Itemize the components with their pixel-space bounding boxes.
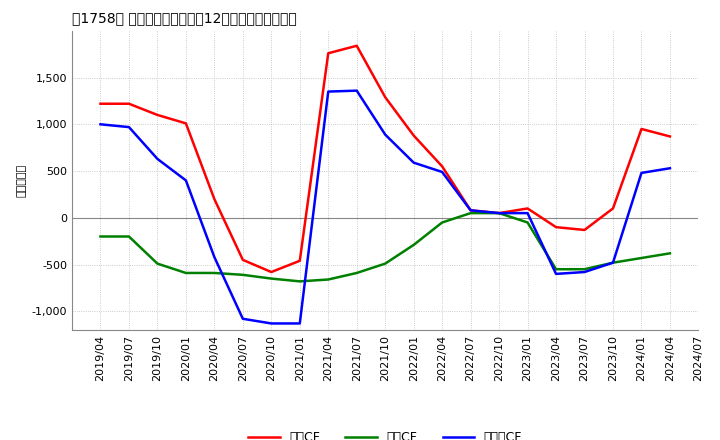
営業CF bbox=[665, 134, 674, 139]
Legend: 営業CF, 投資CF, フリーCF: 営業CF, 投資CF, フリーCF bbox=[243, 426, 527, 440]
フリーCF bbox=[410, 160, 418, 165]
営業CF bbox=[267, 269, 276, 275]
営業CF bbox=[352, 43, 361, 48]
フリーCF bbox=[181, 178, 190, 183]
営業CF bbox=[467, 208, 475, 213]
Y-axis label: （百万円）: （百万円） bbox=[16, 164, 26, 197]
投資CF bbox=[495, 210, 503, 216]
フリーCF bbox=[324, 89, 333, 94]
投資CF bbox=[153, 261, 162, 266]
フリーCF bbox=[552, 271, 560, 276]
投資CF bbox=[295, 279, 304, 284]
フリーCF bbox=[125, 125, 133, 130]
フリーCF bbox=[665, 165, 674, 171]
Line: 投資CF: 投資CF bbox=[101, 213, 670, 282]
フリーCF bbox=[637, 170, 646, 176]
投資CF bbox=[267, 276, 276, 281]
Text: ［1758］ キャッシュフローの12か月移動合計の推移: ［1758］ キャッシュフローの12か月移動合計の推移 bbox=[72, 11, 297, 26]
フリーCF bbox=[438, 169, 446, 175]
営業CF bbox=[523, 206, 532, 211]
営業CF bbox=[153, 112, 162, 117]
投資CF bbox=[96, 234, 105, 239]
投資CF bbox=[324, 277, 333, 282]
フリーCF bbox=[238, 316, 247, 321]
フリーCF bbox=[210, 254, 219, 260]
フリーCF bbox=[352, 88, 361, 93]
営業CF bbox=[381, 95, 390, 100]
フリーCF bbox=[295, 321, 304, 326]
投資CF bbox=[665, 251, 674, 256]
投資CF bbox=[608, 260, 617, 265]
投資CF bbox=[125, 234, 133, 239]
フリーCF bbox=[267, 321, 276, 326]
投資CF bbox=[352, 270, 361, 275]
営業CF bbox=[580, 227, 589, 233]
営業CF bbox=[410, 133, 418, 138]
営業CF bbox=[181, 121, 190, 126]
営業CF bbox=[125, 101, 133, 106]
フリーCF bbox=[381, 132, 390, 137]
投資CF bbox=[580, 267, 589, 272]
Line: フリーCF: フリーCF bbox=[101, 91, 670, 323]
フリーCF bbox=[495, 210, 503, 216]
投資CF bbox=[210, 270, 219, 275]
営業CF bbox=[238, 257, 247, 263]
投資CF bbox=[181, 270, 190, 275]
フリーCF bbox=[608, 260, 617, 265]
営業CF bbox=[495, 210, 503, 216]
投資CF bbox=[637, 255, 646, 260]
フリーCF bbox=[153, 156, 162, 161]
営業CF bbox=[295, 258, 304, 264]
投資CF bbox=[552, 267, 560, 272]
フリーCF bbox=[523, 210, 532, 216]
営業CF bbox=[210, 196, 219, 202]
営業CF bbox=[324, 51, 333, 56]
フリーCF bbox=[580, 269, 589, 275]
投資CF bbox=[381, 261, 390, 266]
営業CF bbox=[552, 224, 560, 230]
営業CF bbox=[438, 164, 446, 169]
投資CF bbox=[238, 272, 247, 278]
投資CF bbox=[410, 242, 418, 248]
営業CF bbox=[96, 101, 105, 106]
Line: 営業CF: 営業CF bbox=[101, 46, 670, 272]
営業CF bbox=[637, 126, 646, 132]
投資CF bbox=[523, 220, 532, 225]
フリーCF bbox=[96, 121, 105, 127]
フリーCF bbox=[467, 208, 475, 213]
投資CF bbox=[467, 210, 475, 216]
営業CF bbox=[608, 206, 617, 211]
投資CF bbox=[438, 220, 446, 225]
